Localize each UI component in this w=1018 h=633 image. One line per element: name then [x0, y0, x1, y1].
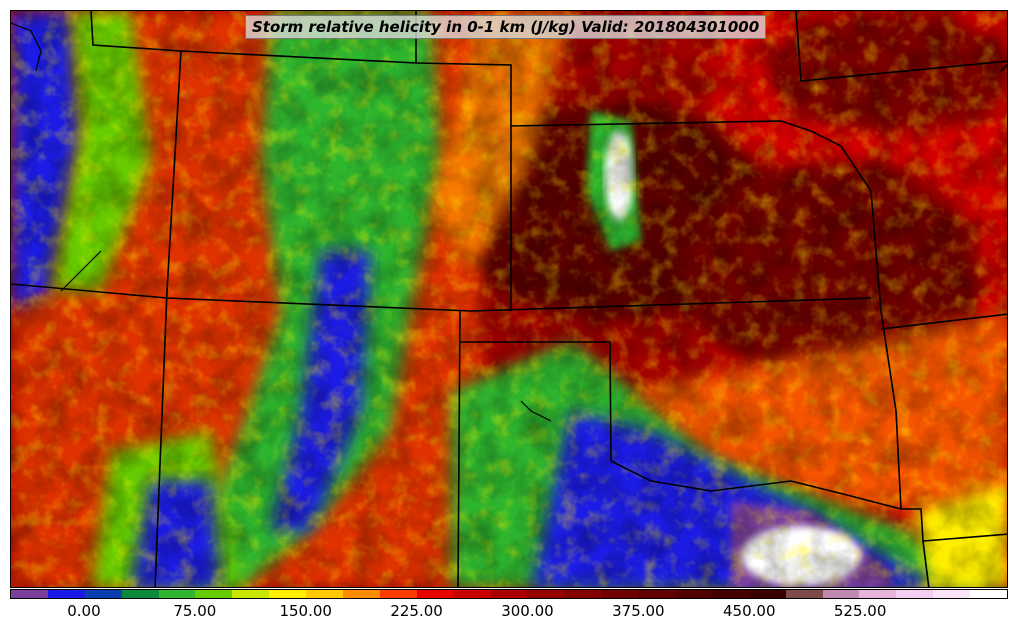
colorbar-tick-label: 150.00 [279, 602, 332, 620]
colorbar-swatch [785, 590, 823, 598]
colorbar-swatch [306, 590, 344, 598]
coastline [11, 22, 552, 422]
colorbar-swatch [195, 590, 233, 598]
colorbar-swatch [269, 590, 307, 598]
colorbar-swatch [933, 590, 971, 598]
colorbar-tick-label: 0.00 [67, 602, 101, 620]
colorbar-swatch [84, 590, 122, 598]
helicity-map[interactable] [10, 10, 1008, 588]
colorbar-swatch [675, 590, 712, 598]
colorbar-swatch [490, 590, 528, 598]
colorbar-swatch [711, 590, 749, 598]
colorbar-swatch [601, 590, 639, 598]
colorbar-tick-label: 225.00 [390, 602, 443, 620]
helicity-field [11, 11, 1007, 587]
colorbar-swatch [859, 590, 897, 598]
colorbar-swatch [822, 590, 860, 598]
colorbar-swatch [158, 590, 196, 598]
colorbar-swatch [121, 590, 159, 598]
map-title: Storm relative helicity in 0-1 km (J/kg)… [245, 15, 767, 39]
colorbar-tick-label: 75.00 [173, 602, 217, 620]
colorbar-tick-labels: 0.00 75.00 150.00 225.00 300.00 375.00 450.00 5… [10, 602, 1008, 626]
colorbar-swatch [638, 590, 676, 598]
colorbar-swatch [379, 590, 417, 598]
colorbar-tick-label: 450.00 [723, 602, 776, 620]
colorbar-tick-label: 375.00 [612, 602, 665, 620]
colorbar-swatch [896, 590, 934, 598]
colorbar-swatch [47, 590, 85, 598]
colorbar-tick-label: 525.00 [833, 602, 887, 620]
colorbar-swatch [748, 590, 786, 598]
colorbar-swatch [416, 590, 454, 598]
colorbar-tick-label: 300.00 [501, 602, 554, 620]
state-borders [11, 11, 1007, 587]
colorbar-swatch [232, 590, 270, 598]
colorbar-swatch [564, 590, 602, 598]
colorbar-swatch [527, 590, 565, 598]
colorbar [10, 589, 1008, 599]
colorbar-swatch [970, 590, 1008, 598]
colorbar-swatch [343, 590, 380, 598]
colorbar-swatch [453, 590, 491, 598]
colorbar-swatch [11, 590, 48, 598]
